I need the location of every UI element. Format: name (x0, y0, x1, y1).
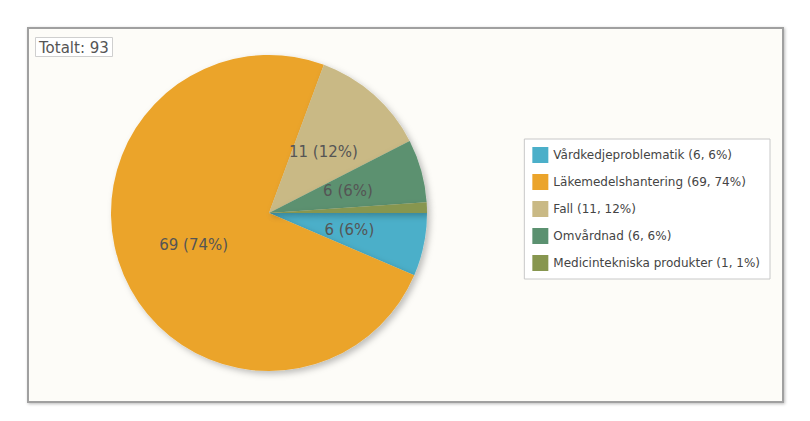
svg-text:6 (6%): 6 (6%) (323, 182, 373, 200)
svg-text:Medicintekniska produkter (1,: Medicintekniska produkter (1, 1%) (553, 256, 760, 270)
svg-text:Totalt: 93: Totalt: 93 (38, 39, 109, 57)
svg-text:Läkemedelshantering (69, 74%): Läkemedelshantering (69, 74%) (553, 175, 746, 189)
svg-text:Vårdkedjeproblematik (6, 6%): Vårdkedjeproblematik (6, 6%) (553, 148, 732, 162)
svg-text:Fall (11, 12%): Fall (11, 12%) (553, 202, 636, 216)
svg-text:11 (12%): 11 (12%) (289, 143, 358, 161)
svg-text:6 (6%): 6 (6%) (324, 221, 374, 239)
svg-text:Omvårdnad (6, 6%): Omvårdnad (6, 6%) (553, 229, 671, 243)
svg-text:69 (74%): 69 (74%) (159, 236, 228, 254)
